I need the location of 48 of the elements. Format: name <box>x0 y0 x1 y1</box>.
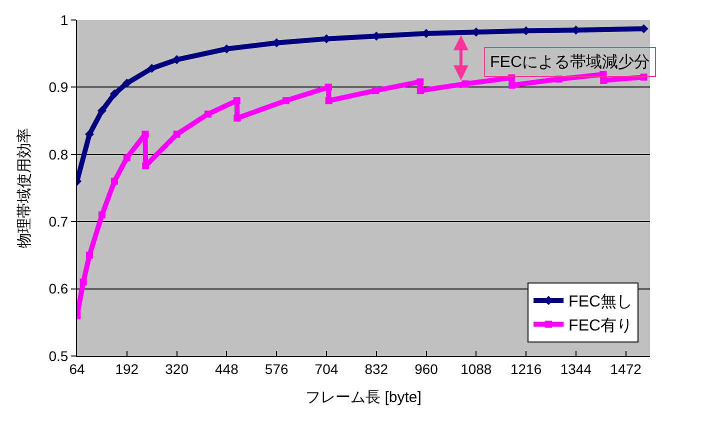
x-tick-label: 1472 <box>610 360 642 377</box>
point <box>508 82 516 89</box>
y-tick-label: 0.5 <box>48 348 68 364</box>
point <box>233 97 240 104</box>
point <box>282 97 290 104</box>
point <box>98 211 106 218</box>
point <box>122 78 132 88</box>
y-tick-label: 1 <box>60 12 68 28</box>
point <box>416 78 424 86</box>
point <box>416 87 424 94</box>
x-tick-label: 320 <box>165 360 189 377</box>
x-tick-label: 1216 <box>510 360 542 377</box>
x-tick-label: 960 <box>414 360 438 377</box>
x-tick-label: 448 <box>215 360 239 377</box>
y-tick-label: 0.6 <box>48 280 68 297</box>
x-tick-label: 832 <box>364 360 388 377</box>
y-tick-label: 0.7 <box>48 214 68 230</box>
point <box>142 130 149 138</box>
point <box>600 76 608 84</box>
x-tick-label: 704 <box>314 360 338 377</box>
point <box>97 106 106 116</box>
point <box>84 130 94 139</box>
point <box>324 84 332 91</box>
legend-label: FEC有り <box>568 318 633 334</box>
point <box>86 252 93 259</box>
point <box>372 87 380 94</box>
x-tick-label: 576 <box>264 360 288 377</box>
point <box>462 80 469 88</box>
x-tick-label: 1344 <box>560 360 592 377</box>
point <box>173 130 180 138</box>
point <box>325 97 332 104</box>
x-axis-title: フレーム長 [byte] <box>306 388 422 406</box>
point <box>80 278 87 286</box>
annotation: FECによる帯域減少分 <box>490 53 650 71</box>
point <box>123 154 130 162</box>
y-tick-label: 0.9 <box>48 79 68 96</box>
point <box>204 110 212 118</box>
legend-label: FEC無し <box>568 294 633 311</box>
point <box>234 114 241 122</box>
point <box>110 89 119 98</box>
x-tick-label: 192 <box>115 360 139 377</box>
y-tick-label: 0.8 <box>48 146 68 162</box>
point <box>110 178 118 185</box>
x-tick-label: 1088 <box>460 360 492 377</box>
y-axis-title: 物理帯域使用効率 <box>16 128 33 248</box>
point <box>142 162 150 170</box>
point <box>147 64 156 73</box>
x-tick-label: 64 <box>69 360 85 377</box>
